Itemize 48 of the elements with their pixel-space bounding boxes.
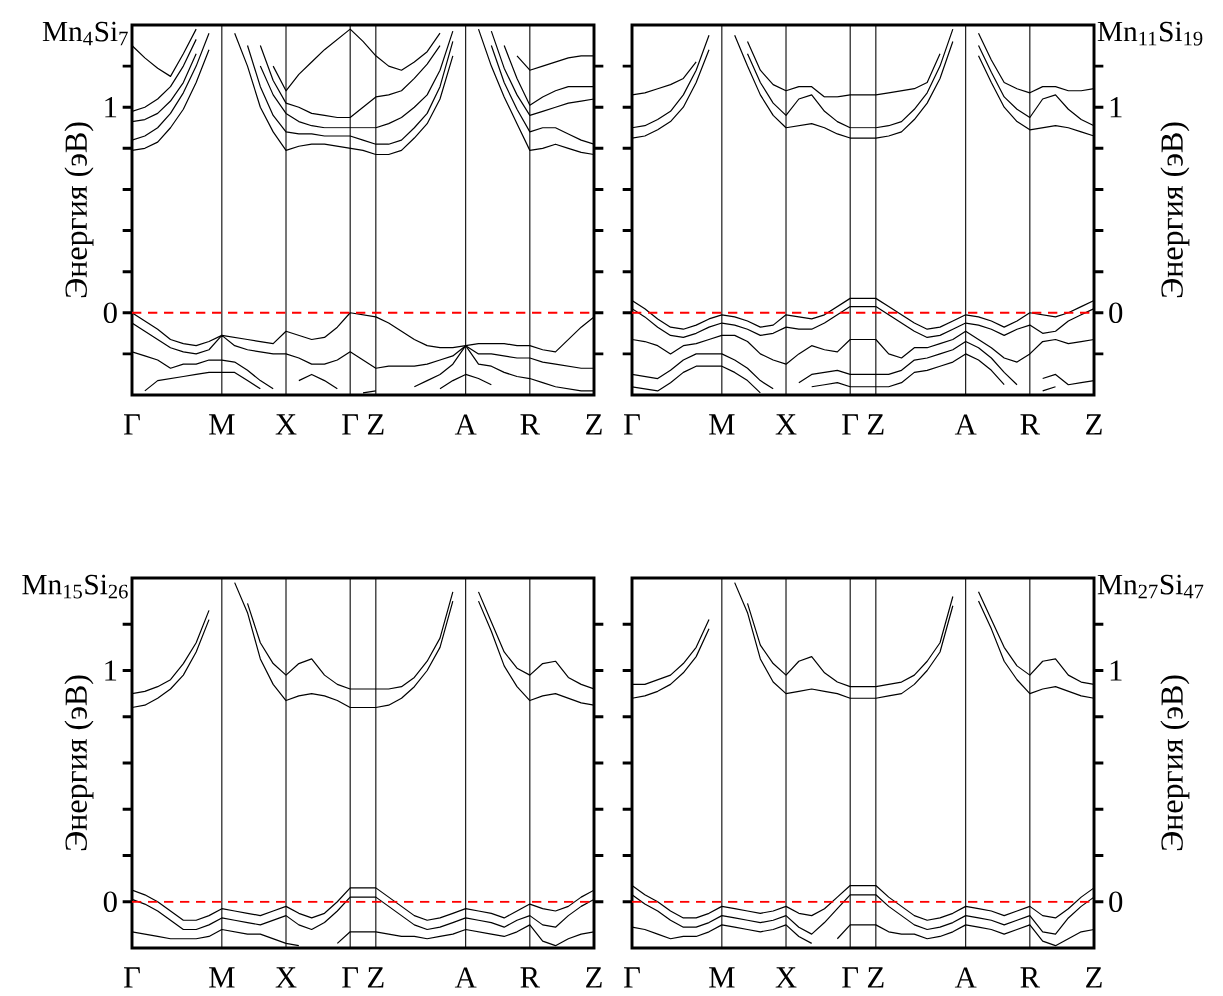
x-tick-label: R bbox=[1020, 414, 1041, 435]
x-tick-label: X bbox=[275, 414, 297, 435]
y-axis-title: Энергия (эВ) bbox=[64, 122, 94, 298]
x-tick-label: M bbox=[209, 967, 235, 988]
y2-tick-label: 1 bbox=[1110, 97, 1122, 118]
chart-title: Mn$_{27}$Si$_{47}$ bbox=[1097, 574, 1204, 599]
x-tick-label: R bbox=[1020, 967, 1041, 988]
x-tick-label: X bbox=[275, 967, 297, 988]
x-tick-label: R bbox=[520, 967, 541, 988]
x-tick-label: M bbox=[209, 414, 235, 435]
chart-title: Mn$_{4}$Si$_{7}$ bbox=[42, 21, 128, 46]
x-tick-label: Z bbox=[1086, 967, 1102, 988]
x-tick-label: X bbox=[775, 414, 797, 435]
y2-tick-label: 1 bbox=[1110, 660, 1122, 681]
x-tick-label: Γ bbox=[124, 967, 140, 988]
x-tick-label: M bbox=[709, 967, 735, 988]
x-tick-label: R bbox=[520, 414, 541, 435]
chart-title: Mn$_{11}$Si$_{19}$ bbox=[1097, 21, 1203, 46]
x-tick-label: Γ bbox=[124, 414, 140, 435]
x-tick-label: Z bbox=[1086, 414, 1102, 435]
x-tick-label: Γ bbox=[342, 414, 359, 435]
y2-tick-label: 0 bbox=[1109, 302, 1123, 324]
x-tick-label: M bbox=[709, 414, 735, 435]
x-tick-label: A bbox=[954, 967, 977, 988]
x-tick-label: Γ bbox=[842, 967, 859, 988]
y2-axis-title: Энергия (эВ) bbox=[1160, 122, 1190, 298]
y-tick-label: 1 bbox=[105, 97, 117, 118]
x-tick-label: A bbox=[454, 414, 477, 435]
x-tick-label: Γ bbox=[624, 967, 640, 988]
x-tick-label: A bbox=[454, 967, 477, 988]
x-tick-label: Z bbox=[586, 414, 602, 435]
x-tick-label: Γ bbox=[842, 414, 859, 435]
y-tick-label: 0 bbox=[103, 302, 117, 324]
y2-tick-label: 0 bbox=[1109, 891, 1123, 913]
x-tick-label: Γ bbox=[624, 414, 640, 435]
y-axis-title: Энергия (эВ) bbox=[64, 675, 94, 851]
x-tick-label: Z bbox=[586, 967, 602, 988]
y-tick-label: 0 bbox=[103, 891, 117, 913]
x-tick-label: Γ bbox=[342, 967, 359, 988]
x-tick-label: X bbox=[775, 967, 797, 988]
x-tick-label: Z bbox=[867, 967, 884, 988]
y-tick-label: 1 bbox=[105, 660, 117, 681]
x-tick-label: A bbox=[954, 414, 977, 435]
chart-title: Mn$_{15}$Si$_{26}$ bbox=[22, 574, 128, 599]
x-tick-label: Z bbox=[367, 967, 384, 988]
x-tick-label: Z bbox=[867, 414, 884, 435]
x-tick-label: Z bbox=[367, 414, 384, 435]
y2-axis-title: Энергия (эВ) bbox=[1160, 675, 1190, 851]
